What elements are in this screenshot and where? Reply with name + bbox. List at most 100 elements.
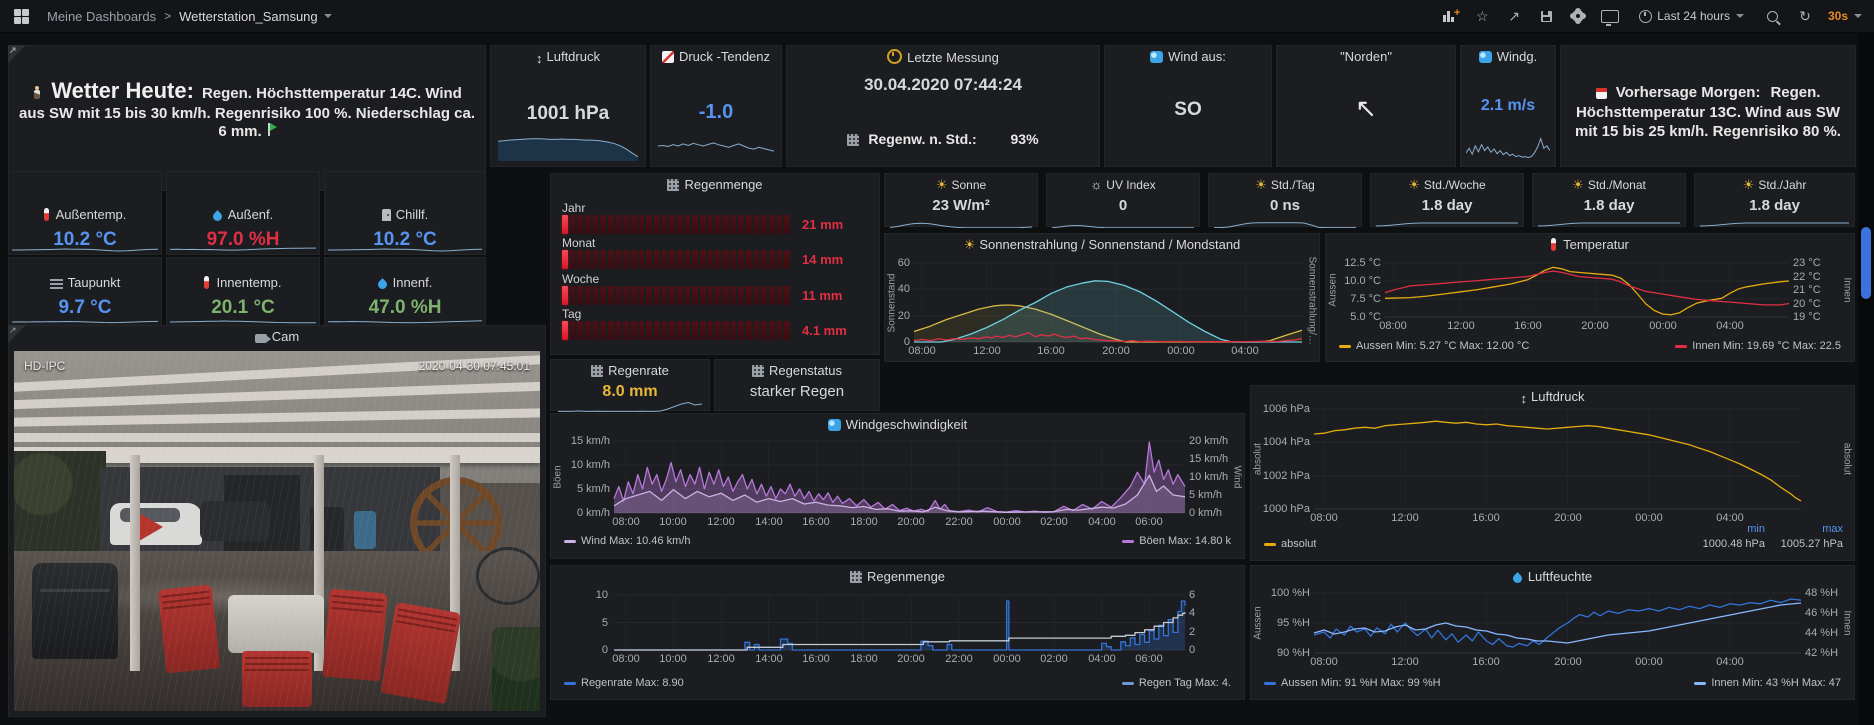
temperatur-plot[interactable]: 12.5 °C 10.0 °C 7.5 °C 5.0 °C 23 °C 22 °C 21 °…: [1325, 233, 1855, 362]
dashboard-settings-button[interactable]: [1565, 5, 1591, 27]
panel-title[interactable]: ↕ Luftdruck: [536, 49, 600, 66]
dashboard-title[interactable]: Wetterstation_Samsung: [179, 8, 318, 24]
panel-title[interactable]: Wind aus:: [1104, 49, 1272, 64]
std-jahr-value: 1.8 day: [1749, 197, 1800, 214]
panel-title[interactable]: Chillf.: [324, 207, 486, 222]
led-cell: [707, 321, 714, 340]
luftdruck-legend: absolut: [1264, 538, 1316, 550]
luftdruck-minmax-values: 1000.48 hPa 1005.27 hPa: [1702, 538, 1843, 550]
led-cell: [569, 286, 576, 305]
led-cell: [753, 286, 760, 305]
luftfeuchte-plot[interactable]: 100 %H 95 %H 90 %H 48 %H 46 %H 44 %H 42 %H 08:0…: [1250, 565, 1855, 700]
refresh-interval-picker[interactable]: 30s: [1824, 9, 1866, 23]
led-cell: [608, 215, 614, 234]
cycle-view-button[interactable]: [1597, 5, 1623, 27]
sun-icon: ☀: [963, 237, 976, 252]
letzte-messung-value: 30.04.2020 07:44:24: [864, 75, 1022, 94]
panel-title[interactable]: Regenrate: [550, 363, 710, 378]
led-cell: [569, 215, 576, 234]
panel-title[interactable]: Temperatur: [1325, 237, 1855, 252]
sonne-value: 23 W/m²: [932, 197, 990, 214]
led-cell: [615, 286, 622, 305]
panel-title[interactable]: Regenmenge: [550, 177, 880, 192]
panel-title[interactable]: "Norden": [1340, 49, 1392, 64]
led-cell: [684, 321, 691, 340]
panel-title[interactable]: ↕ Luftdruck: [1520, 389, 1585, 406]
panel-title[interactable]: Innenf.: [324, 275, 486, 291]
panel-title[interactable]: Letzte Messung: [786, 49, 1100, 65]
panel-std-monat: ☀ Std./Monat 1.8 day: [1532, 173, 1686, 227]
legend-item[interactable]: Böen Max: 14.80 k: [1122, 535, 1231, 547]
led-bar[interactable]: [562, 250, 791, 269]
tick-label: 100 %H: [1270, 587, 1310, 599]
breadcrumb[interactable]: Meine Dashboards: [47, 8, 157, 24]
legend-item[interactable]: Aussen Min: 5.27 °C Max: 12.00 °C: [1339, 340, 1529, 352]
tick-label: 0 km/h: [576, 507, 610, 519]
grafana-logo-icon[interactable]: [14, 8, 29, 24]
luftdruck-plot[interactable]: 1006 hPa 1004 hPa 1002 hPa 1000 hPa 08:00 12:…: [1250, 385, 1855, 561]
add-panel-button[interactable]: +: [1437, 5, 1463, 27]
tick-label: 16:00: [1472, 656, 1500, 668]
panel-title[interactable]: ☀ Sonne: [935, 177, 987, 192]
panel-title[interactable]: ☀ Std./Jahr: [1742, 177, 1807, 192]
led-cell: [592, 321, 599, 340]
panel-title[interactable]: Windg.: [1460, 49, 1556, 64]
led-cell: [631, 215, 637, 234]
legend-item[interactable]: Innen Min: 19.69 °C Max: 22.5: [1675, 340, 1841, 352]
led-bar[interactable]: [562, 215, 791, 234]
panel-title[interactable]: Taupunkt: [8, 275, 162, 290]
panel-title[interactable]: Außenf.: [166, 207, 320, 223]
legend-item[interactable]: Aussen Min: 91 %H Max: 99 %H: [1264, 677, 1441, 689]
led-bar[interactable]: [562, 321, 791, 340]
legend-item[interactable]: Wind Max: 10.46 km/h: [564, 535, 690, 547]
cam-post: [130, 455, 140, 671]
tick-label: 12:00: [973, 345, 1001, 357]
panel-title[interactable]: Cam: [8, 329, 546, 344]
save-dashboard-button[interactable]: [1533, 5, 1559, 27]
led-cell: [761, 321, 768, 340]
time-range-picker[interactable]: Last 24 hours: [1629, 5, 1754, 27]
panel-link-icon[interactable]: [8, 325, 26, 343]
aussenf-sparkline: [169, 243, 316, 255]
panel-title[interactable]: Außentemp.: [8, 207, 162, 222]
led-bar[interactable]: [562, 286, 791, 305]
led-cell: [654, 286, 660, 305]
legend-item[interactable]: Regen Tag Max: 4.: [1121, 677, 1231, 689]
scrollbar-thumb[interactable]: [1861, 227, 1871, 299]
sonnenstrahlung-plot[interactable]: 60 40 20 0 08:00 12:00 16:00 20:00 00:00 04:00 Son…: [884, 233, 1320, 362]
axis-label: absolut: [1841, 442, 1853, 476]
led-cell: [677, 215, 683, 234]
panel-link-icon[interactable]: [8, 45, 26, 63]
share-dashboard-button[interactable]: ↗: [1508, 7, 1521, 24]
panel-title[interactable]: Windgeschwindigkeit: [550, 417, 1245, 432]
led-cell: [784, 321, 791, 340]
zoom-out-button[interactable]: [1760, 5, 1786, 27]
led-cell: [661, 215, 668, 234]
led-cell: [738, 286, 745, 305]
panel-title[interactable]: Luftfeuchte: [1250, 569, 1855, 585]
windgeschwindigkeit-plot[interactable]: 15 km/h 10 km/h 5 km/h 0 km/h 20 km/h 15 km/h…: [550, 413, 1245, 559]
chevron-down-icon[interactable]: [323, 14, 332, 18]
panel-title[interactable]: Regenmenge: [550, 569, 1245, 584]
panel-title[interactable]: ☀ Sonnenstrahlung / Sonnenstand / Mondsta…: [963, 237, 1241, 252]
webcam-icon: [254, 334, 271, 343]
panel-title[interactable]: ☀ Std./Monat: [1572, 177, 1646, 192]
legend-item[interactable]: Regenrate Max: 8.90: [564, 677, 684, 689]
scrollbar-track[interactable]: [1858, 32, 1874, 725]
cam-post: [314, 455, 324, 671]
legend-item[interactable]: absolut: [1264, 538, 1316, 550]
panel-title[interactable]: ☀ Std./Woche: [1408, 177, 1486, 192]
panel-title[interactable]: Regenstatus: [714, 363, 880, 378]
panel-title[interactable]: Innentemp.: [166, 275, 320, 290]
led-cell: [700, 321, 706, 340]
druck-tendenz-value: -1.0: [698, 101, 734, 123]
panel-title[interactable]: ☀ Std./Tag: [1255, 177, 1315, 192]
refresh-button[interactable]: ↻: [1792, 5, 1818, 27]
star-dashboard-button[interactable]: ☆: [1475, 7, 1489, 24]
panel-title[interactable]: ☼ UV Index: [1090, 177, 1156, 192]
panel-title[interactable]: Druck -Tendenz: [650, 49, 782, 64]
legend-item[interactable]: Innen Min: 43 %H Max: 47: [1694, 677, 1841, 689]
led-cell: [562, 286, 568, 305]
cam-red-chair: [242, 651, 312, 707]
regenmenge-plot[interactable]: 10 5 0 6 4 2 0 08:00 10:00 12:00 14:00 16:00 18:00 20…: [550, 565, 1245, 700]
